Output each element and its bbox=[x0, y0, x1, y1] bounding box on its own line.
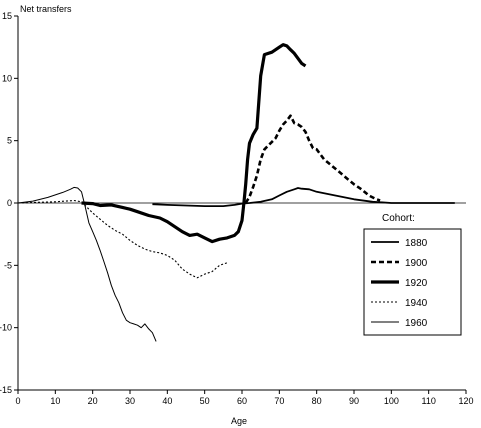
legend-title: Cohort: bbox=[382, 213, 415, 224]
series-line-1920 bbox=[81, 43, 307, 244]
legend-label: 1880 bbox=[405, 238, 428, 249]
legend-label: 1920 bbox=[405, 278, 428, 289]
y-axis-title: Net transfers bbox=[20, 4, 72, 14]
y-tick-label: 5 bbox=[7, 136, 12, 146]
y-tick-label: -15 bbox=[0, 385, 12, 395]
y-tick-label: 15 bbox=[2, 11, 12, 21]
x-tick-label: 120 bbox=[458, 396, 473, 406]
x-tick-label: 100 bbox=[384, 396, 399, 406]
x-axis-title: Age bbox=[231, 416, 247, 426]
y-tick-label: 0 bbox=[7, 198, 12, 208]
x-tick-label: 50 bbox=[200, 396, 210, 406]
x-tick-label: 30 bbox=[125, 396, 135, 406]
series-line-1880 bbox=[152, 187, 455, 208]
x-tick-label: 40 bbox=[162, 396, 172, 406]
x-tick-label: 0 bbox=[15, 396, 20, 406]
legend-label: 1900 bbox=[405, 258, 428, 269]
x-tick-label: 10 bbox=[50, 396, 60, 406]
x-tick-label: 20 bbox=[88, 396, 98, 406]
legend: Cohort: 1880 1900 1920 1940 1960 bbox=[363, 213, 462, 336]
y-tick-label: -10 bbox=[0, 323, 12, 333]
y-tick-label: 10 bbox=[2, 73, 12, 83]
x-tick-label: 70 bbox=[274, 396, 284, 406]
x-tick-label: 110 bbox=[421, 396, 435, 406]
legend-label: 1940 bbox=[405, 298, 428, 309]
legend-label: 1960 bbox=[405, 318, 428, 329]
series-layer bbox=[17, 43, 455, 342]
x-tick-label: 90 bbox=[349, 396, 359, 406]
x-tick-label: 80 bbox=[312, 396, 322, 406]
series-line-1900 bbox=[244, 114, 381, 204]
y-tick-label: -5 bbox=[4, 260, 12, 270]
series-line-1940 bbox=[17, 199, 228, 279]
axes: -15 -10 -5 0 5 10 15 0 10 20 30 40 50 60 70 80 90 100 110 1… bbox=[0, 11, 474, 406]
x-tick-label: 60 bbox=[237, 396, 247, 406]
series-line-1960 bbox=[17, 186, 157, 342]
